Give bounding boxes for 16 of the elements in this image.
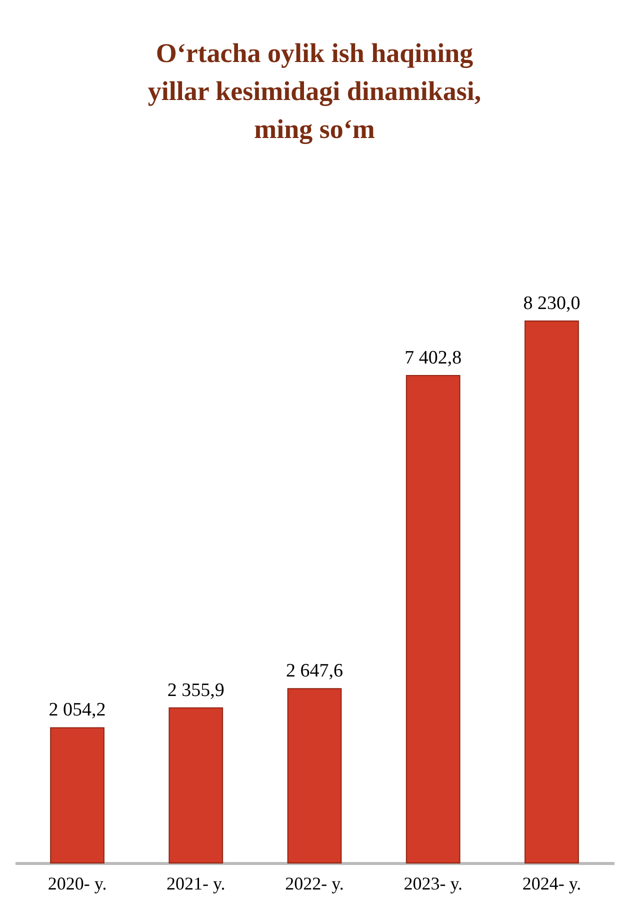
x-tick-label: 2021- y. — [166, 874, 226, 894]
data-label: 2 355,9 — [167, 680, 224, 701]
x-tick-label: 2023- y. — [404, 874, 463, 894]
x-tick-label: 2022- y. — [285, 874, 344, 894]
bar — [524, 320, 579, 864]
data-label: 2 054,2 — [48, 700, 106, 721]
bar — [50, 727, 104, 864]
bar — [168, 707, 224, 864]
bar — [406, 374, 460, 864]
chart-title: O‘rtacha oylik ish haqining yillar kesimidagi dinamikasi, ming so‘m — [148, 38, 482, 144]
bar — [287, 688, 342, 864]
x-tick-label: 2020- y. — [48, 874, 107, 894]
data-label: 7 402,8 — [404, 347, 462, 368]
x-tick-label: 2024- y. — [522, 874, 582, 894]
data-label: 2 647,6 — [286, 660, 343, 682]
data-label: 8 230,0 — [523, 293, 580, 314]
